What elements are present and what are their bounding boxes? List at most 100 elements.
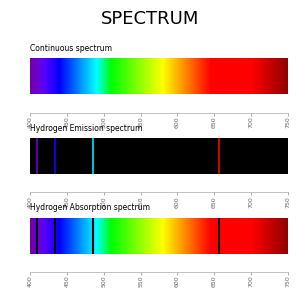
Bar bbox=[38, 58, 39, 94]
Bar bbox=[206, 218, 207, 254]
Bar bbox=[287, 218, 288, 254]
Bar bbox=[243, 58, 244, 94]
Bar bbox=[257, 58, 258, 94]
Bar bbox=[36, 218, 37, 254]
Bar bbox=[224, 218, 225, 254]
Bar bbox=[119, 218, 120, 254]
Bar bbox=[237, 218, 238, 254]
Bar bbox=[40, 218, 41, 254]
Bar bbox=[86, 218, 87, 254]
Bar bbox=[280, 218, 281, 254]
Bar bbox=[261, 58, 262, 94]
Bar bbox=[284, 218, 285, 254]
Bar bbox=[112, 58, 113, 94]
Bar bbox=[56, 58, 57, 94]
Bar bbox=[72, 58, 73, 94]
Bar bbox=[287, 58, 288, 94]
Bar bbox=[200, 58, 201, 94]
Bar bbox=[268, 58, 269, 94]
Bar bbox=[281, 58, 282, 94]
Bar bbox=[201, 58, 202, 94]
Bar bbox=[253, 58, 254, 94]
Bar bbox=[228, 58, 229, 94]
Bar bbox=[251, 218, 252, 254]
Bar bbox=[84, 218, 85, 254]
Bar bbox=[61, 218, 62, 254]
Bar bbox=[60, 218, 61, 254]
Bar bbox=[286, 58, 287, 94]
Bar bbox=[150, 58, 151, 94]
Bar bbox=[115, 58, 116, 94]
Bar bbox=[152, 58, 153, 94]
Bar bbox=[143, 58, 144, 94]
Bar bbox=[273, 58, 274, 94]
Bar bbox=[61, 58, 62, 94]
Bar bbox=[103, 58, 104, 94]
Bar bbox=[106, 218, 107, 254]
Bar bbox=[83, 58, 84, 94]
Bar bbox=[210, 58, 211, 94]
Bar bbox=[275, 58, 276, 94]
Bar bbox=[211, 58, 212, 94]
Bar bbox=[79, 218, 80, 254]
Bar bbox=[219, 58, 220, 94]
Bar bbox=[88, 218, 89, 254]
Bar bbox=[120, 218, 121, 254]
Bar bbox=[64, 58, 65, 94]
Bar bbox=[152, 58, 153, 94]
Bar bbox=[67, 58, 68, 94]
Bar bbox=[100, 58, 101, 94]
Bar bbox=[254, 58, 255, 94]
Bar bbox=[177, 218, 178, 254]
Bar bbox=[97, 218, 98, 254]
Bar bbox=[216, 218, 217, 254]
Bar bbox=[58, 218, 59, 254]
Bar bbox=[49, 58, 50, 94]
Bar bbox=[195, 218, 196, 254]
Bar bbox=[56, 58, 57, 94]
Bar bbox=[94, 218, 95, 254]
Bar bbox=[157, 58, 158, 94]
Bar bbox=[190, 58, 191, 94]
Bar bbox=[112, 218, 113, 254]
Bar bbox=[121, 58, 122, 94]
Bar bbox=[132, 218, 133, 254]
Bar bbox=[167, 58, 168, 94]
Bar bbox=[126, 218, 127, 254]
Bar bbox=[212, 218, 213, 254]
Bar bbox=[48, 218, 49, 254]
Bar bbox=[75, 218, 76, 254]
Bar bbox=[161, 218, 162, 254]
Bar bbox=[120, 58, 121, 94]
Bar bbox=[62, 58, 63, 94]
Bar bbox=[140, 218, 141, 254]
Bar bbox=[168, 218, 169, 254]
Bar bbox=[136, 58, 137, 94]
Bar bbox=[169, 218, 170, 254]
Bar bbox=[128, 218, 129, 254]
Bar bbox=[77, 218, 78, 254]
Bar bbox=[163, 218, 164, 254]
Bar bbox=[222, 218, 223, 254]
Bar bbox=[36, 58, 37, 94]
Bar bbox=[72, 218, 73, 254]
Bar bbox=[230, 58, 231, 94]
Bar bbox=[250, 218, 251, 254]
Bar bbox=[286, 58, 287, 94]
Bar bbox=[262, 58, 263, 94]
Bar bbox=[203, 218, 204, 254]
Bar bbox=[287, 58, 288, 94]
Bar bbox=[264, 218, 265, 254]
Bar bbox=[220, 218, 221, 254]
Bar bbox=[213, 58, 214, 94]
Bar bbox=[228, 58, 229, 94]
Bar bbox=[217, 58, 218, 94]
Bar bbox=[148, 58, 149, 94]
Bar bbox=[65, 218, 66, 254]
Bar bbox=[243, 218, 244, 254]
Bar bbox=[45, 58, 46, 94]
Bar bbox=[286, 218, 287, 254]
Bar bbox=[144, 58, 145, 94]
Bar bbox=[133, 218, 134, 254]
Bar bbox=[244, 58, 245, 94]
